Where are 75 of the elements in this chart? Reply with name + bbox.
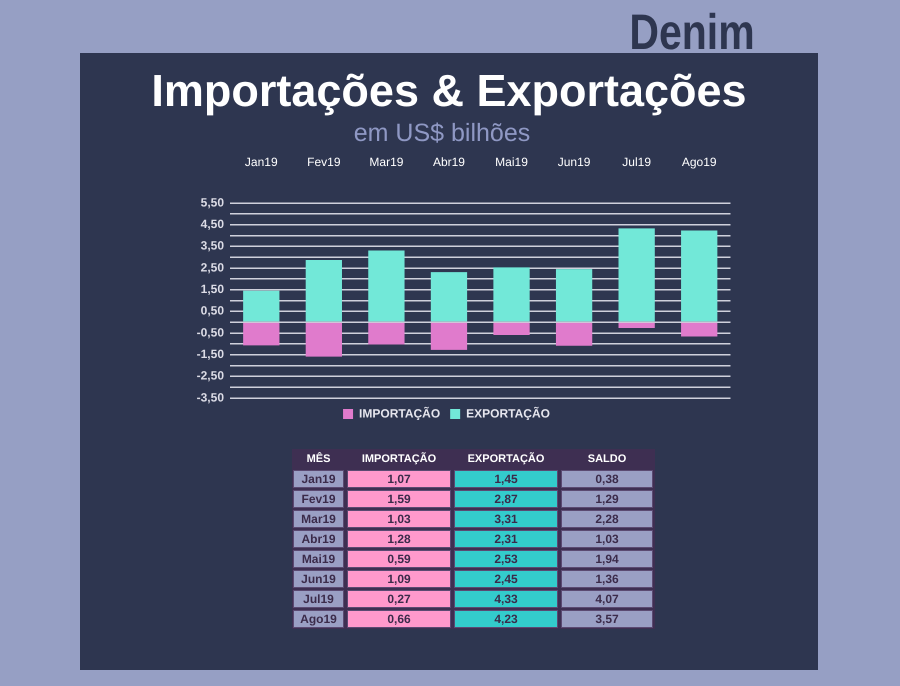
x-tick-label: Mai19 xyxy=(495,155,528,170)
bar xyxy=(681,322,718,336)
x-tick-label: Ago19 xyxy=(682,155,717,170)
data-label: 4,23 xyxy=(454,610,558,628)
data-label: 1,03 xyxy=(561,530,653,548)
data-label: 3,57 xyxy=(561,610,653,628)
bar xyxy=(243,290,280,322)
data-label: 1,29 xyxy=(561,490,653,508)
bar xyxy=(368,322,405,344)
x-tick-label: Mar19 xyxy=(369,155,404,170)
series-label: EXPORTAÇÃO xyxy=(468,452,544,464)
bar xyxy=(556,322,592,346)
x-tick-label: Jun19 xyxy=(558,155,591,170)
category-label: Mai19 xyxy=(302,552,336,566)
data-label: 1,59 xyxy=(347,490,451,508)
data-label: 0,66 xyxy=(347,610,451,628)
bar xyxy=(368,250,405,322)
series-label: IMPORTAÇÃO xyxy=(362,452,436,464)
data-label: 1,36 xyxy=(561,570,653,588)
category-label: Jul19 xyxy=(303,592,334,606)
data-label: 1,45 xyxy=(454,470,558,488)
data-label: 2,53 xyxy=(454,550,558,568)
y-tick-label: 1,50 xyxy=(200,282,224,296)
bar xyxy=(618,228,655,322)
category-label: Abr19 xyxy=(301,532,336,546)
data-label: 2,31 xyxy=(454,530,558,548)
data-label: 1,09 xyxy=(347,570,451,588)
bar xyxy=(430,272,468,322)
data-label: 4,07 xyxy=(561,590,653,608)
y-tick-label: 4,50 xyxy=(200,216,224,231)
y-tick-label: -2,50 xyxy=(196,368,224,383)
chart-title: Importações & Exportações xyxy=(150,64,748,118)
y-tick-label: 3,50 xyxy=(200,238,224,253)
legend-label: EXPORTAÇÃO xyxy=(466,406,550,420)
bar xyxy=(493,267,530,322)
y-tick-label: -3,50 xyxy=(196,390,224,404)
y-tick-label: 2,50 xyxy=(200,260,224,274)
data-label: 0,38 xyxy=(561,470,653,488)
text: MÊS xyxy=(306,452,330,464)
y-tick-label: -1,50 xyxy=(196,346,224,361)
legend-label: IMPORTAÇÃO xyxy=(359,406,440,420)
bar xyxy=(306,322,342,357)
data-label: 1,94 xyxy=(561,550,653,568)
x-tick-label: Jan19 xyxy=(244,155,278,170)
category-label: Ago19 xyxy=(300,612,337,626)
data-label: 2,45 xyxy=(454,570,558,588)
x-tick-label: Fev19 xyxy=(307,155,341,170)
bar xyxy=(430,322,468,350)
data-label: 1,07 xyxy=(347,470,451,488)
category-label: Fev19 xyxy=(301,492,336,506)
data-label: 2,87 xyxy=(454,490,558,508)
y-tick-label: 0,50 xyxy=(200,304,224,318)
category-label: Jan19 xyxy=(301,472,336,486)
y-tick-label: 5,50 xyxy=(200,195,224,210)
bar xyxy=(556,269,592,322)
bar xyxy=(306,260,342,322)
data-label: 3,31 xyxy=(454,510,558,528)
bar xyxy=(618,322,655,328)
x-tick-label: Jul19 xyxy=(622,155,652,170)
bar xyxy=(681,230,718,322)
bar xyxy=(243,322,280,346)
data-label: 0,27 xyxy=(347,590,451,608)
text: Denim xyxy=(628,4,756,60)
series-label: SALDO xyxy=(588,452,626,464)
data-label: 0,59 xyxy=(347,550,451,568)
data-label: 2,28 xyxy=(561,510,653,528)
chart-subtitle: em US$ bilhões xyxy=(352,118,532,148)
data-label: 1,03 xyxy=(347,510,451,528)
category-label: Mar19 xyxy=(301,512,336,526)
data-label: 4,33 xyxy=(454,590,558,608)
category-label: Jun19 xyxy=(301,572,336,586)
data-label: 1,28 xyxy=(347,530,451,548)
x-tick-label: Abr19 xyxy=(432,155,466,170)
y-tick-label: -0,50 xyxy=(196,325,224,340)
bar xyxy=(493,322,530,335)
